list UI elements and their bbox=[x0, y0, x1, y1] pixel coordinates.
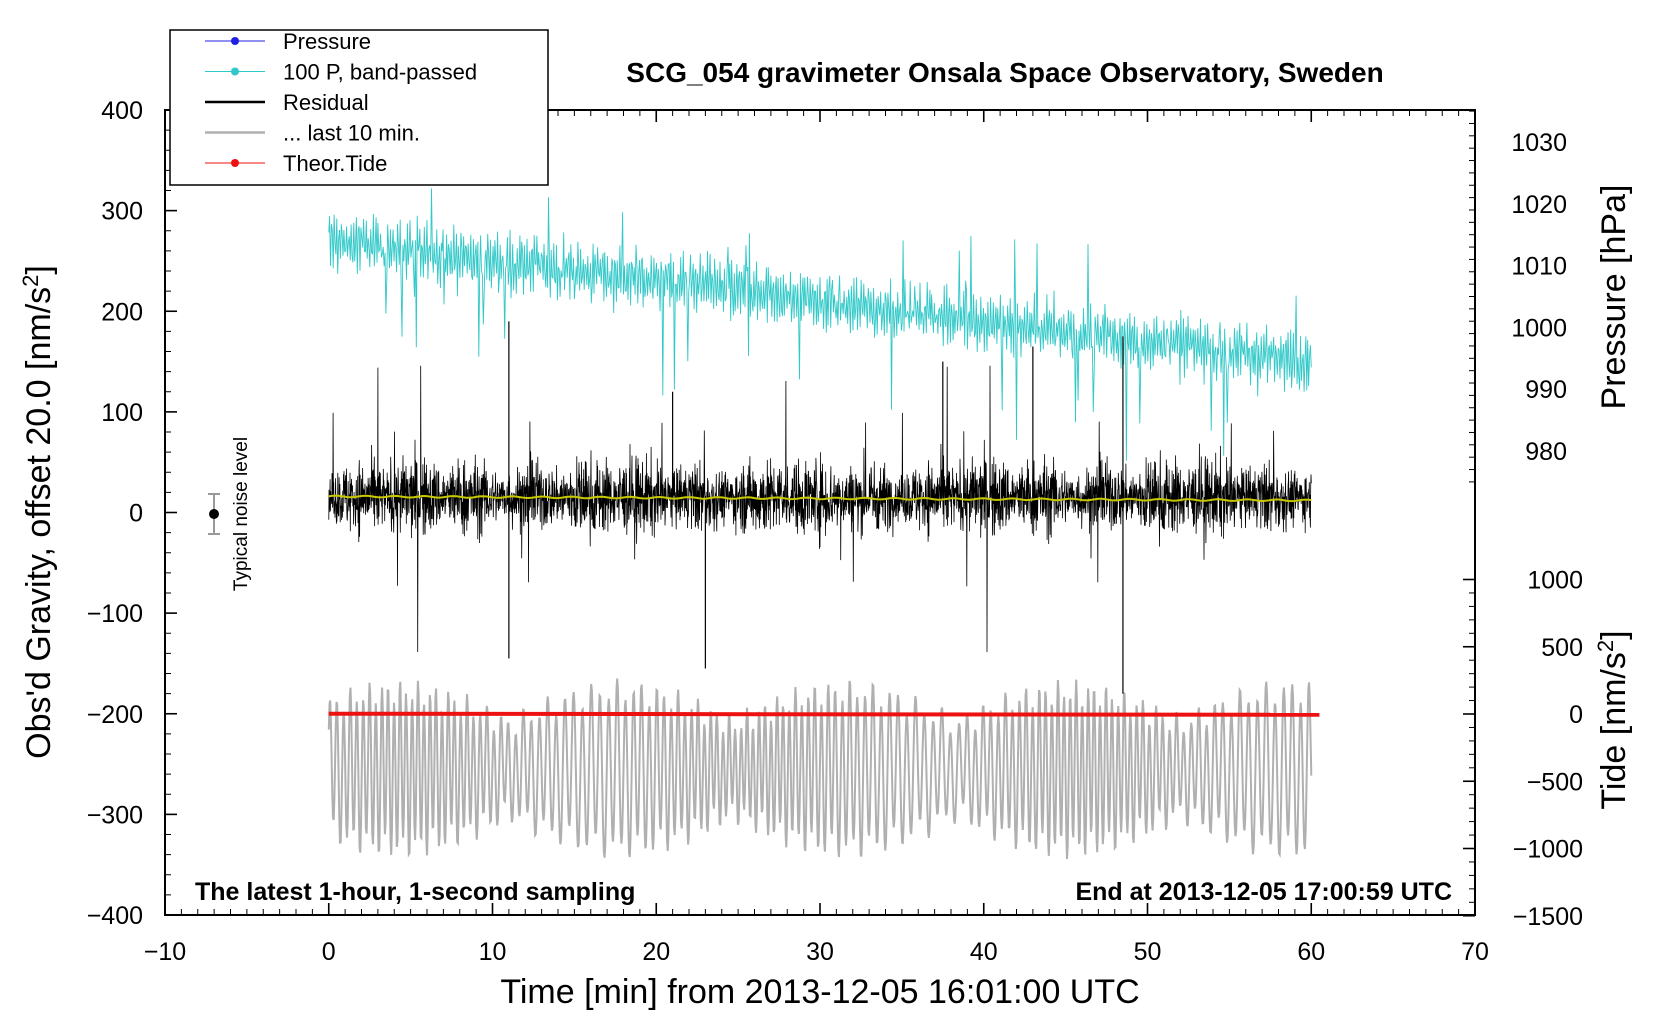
y-tick-label: −300 bbox=[87, 801, 143, 829]
series-residual bbox=[328, 365, 1312, 653]
y-tick-labels: 400 300 200 100 0 −100 −200 −300 −400 bbox=[87, 97, 143, 930]
legend: Pressure 100 P, band-passed Residual ... la… bbox=[169, 29, 549, 186]
x-tick-label: 0 bbox=[322, 938, 336, 966]
pressure-tick-label: 1030 bbox=[1511, 129, 1567, 157]
legend-marker bbox=[231, 67, 239, 76]
y-axis-title-left-main: Obs'd Gravity, offset 20.0 [nm/s bbox=[20, 287, 58, 759]
y-axis-title-left: Obs'd Gravity, offset 20.0 [nm/s2] bbox=[18, 265, 58, 759]
y-tick-label: −400 bbox=[87, 902, 143, 930]
legend-label: Pressure bbox=[283, 29, 371, 54]
legend-label: Residual bbox=[283, 90, 369, 115]
tide-tick-label: −500 bbox=[1527, 768, 1583, 796]
noise-level-indicator: Typical noise level bbox=[208, 437, 252, 591]
series-last-10-min bbox=[327, 678, 1313, 860]
x-tick-labels: −10 0 10 20 30 40 50 60 70 bbox=[144, 938, 1489, 966]
corner-label-right: End at 2013-12-05 17:00:59 UTC bbox=[1075, 878, 1452, 906]
tide-tick-label: −1500 bbox=[1513, 903, 1583, 931]
pressure-axis-title: Pressure [hPa] bbox=[1595, 185, 1633, 410]
tide-tick-labels: 1000 500 0 −500 −1000 −1500 bbox=[1513, 567, 1583, 931]
pressure-tick-label: 990 bbox=[1525, 376, 1567, 404]
pressure-tick-label: 1010 bbox=[1511, 253, 1567, 281]
y-tick-label: 100 bbox=[101, 399, 143, 427]
y-tick-label: 0 bbox=[129, 500, 143, 528]
tide-axis-title-end: ] bbox=[1595, 630, 1633, 639]
legend-marker bbox=[231, 37, 239, 45]
noise-label: Typical noise level bbox=[231, 437, 252, 591]
tide-tick-label: −1000 bbox=[1513, 836, 1583, 864]
tide-axis-title-sup: 2 bbox=[1593, 640, 1618, 652]
x-tick-label: 10 bbox=[479, 938, 507, 966]
x-tick-label: 30 bbox=[806, 938, 834, 966]
x-tick-label: 60 bbox=[1297, 938, 1325, 966]
y-axis-title-left-end: ] bbox=[20, 265, 58, 274]
legend-label: Theor.Tide bbox=[283, 151, 387, 176]
pressure-tick-label: 1020 bbox=[1511, 191, 1567, 219]
legend-box bbox=[169, 29, 549, 186]
y-axis-title-left-sup: 2 bbox=[18, 275, 43, 287]
tide-tick-label: 0 bbox=[1569, 701, 1583, 729]
noise-dot bbox=[209, 509, 219, 519]
x-tick-label: 40 bbox=[970, 938, 998, 966]
corner-label-left: The latest 1-hour, 1-second sampling bbox=[195, 878, 635, 906]
legend-label: 100 P, band-passed bbox=[283, 60, 477, 85]
y-tick-label: −100 bbox=[87, 600, 143, 628]
tide-axis-title-main: Tide [nm/s bbox=[1595, 652, 1633, 809]
pressure-tick-labels: 1030 1020 1010 1000 990 980 bbox=[1511, 129, 1567, 466]
legend-label: ... last 10 min. bbox=[283, 121, 420, 146]
x-tick-label: 20 bbox=[642, 938, 670, 966]
y-tick-label: −200 bbox=[87, 701, 143, 729]
pressure-tick-label: 1000 bbox=[1511, 314, 1567, 342]
series-pressure-bandpassed bbox=[328, 188, 1312, 461]
y-tick-label: 300 bbox=[101, 198, 143, 226]
y-tick-label: 400 bbox=[101, 97, 143, 125]
tide-axis-title: Tide [nm/s2] bbox=[1593, 630, 1633, 809]
series-layer bbox=[327, 188, 1320, 860]
y-tick-label: 200 bbox=[101, 298, 143, 326]
pressure-tick-label: 980 bbox=[1525, 438, 1567, 466]
tide-tick-label: 1000 bbox=[1527, 567, 1583, 595]
x-axis-title: Time [min] from 2013-12-05 16:01:00 UTC bbox=[500, 973, 1139, 1011]
tide-tick-label: 500 bbox=[1541, 634, 1583, 662]
x-tick-label: 70 bbox=[1461, 938, 1489, 966]
x-tick-label: 50 bbox=[1134, 938, 1162, 966]
x-tick-label: −10 bbox=[144, 938, 186, 966]
series-theor-tide bbox=[328, 711, 1320, 717]
chart-title: SCG_054 gravimeter Onsala Space Observat… bbox=[626, 57, 1383, 88]
legend-marker bbox=[231, 159, 239, 167]
series-residual-smoothed bbox=[328, 494, 1312, 503]
